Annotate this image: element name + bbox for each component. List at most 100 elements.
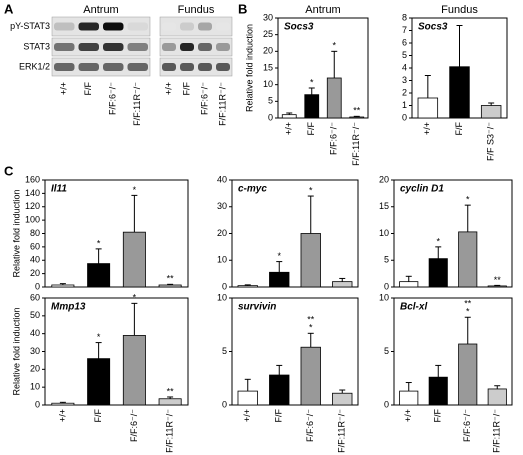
significance: * <box>310 77 314 87</box>
chart-title: Socs3 <box>418 22 448 33</box>
y-tick-label: 50 <box>30 310 40 320</box>
y-tick-label: 5 <box>222 346 227 356</box>
blot-group: Antrum <box>83 4 118 16</box>
significance: * <box>466 195 470 205</box>
y-tick-label: 20 <box>30 364 40 374</box>
y-tick-label: 20 <box>30 268 40 278</box>
bar <box>269 271 290 288</box>
chart-title: survivin <box>238 302 276 313</box>
panel-label: A <box>4 1 14 16</box>
y-tick-label: 10 <box>263 79 273 89</box>
bar <box>269 374 290 406</box>
y-tick-label: 15 <box>263 62 273 72</box>
blot-band <box>54 22 75 31</box>
bar <box>87 358 111 406</box>
bar <box>122 231 146 288</box>
y-tick-label: 0 <box>222 281 227 291</box>
bar <box>428 258 448 288</box>
x-tick-label: F/F <box>93 409 103 423</box>
plot-frame <box>44 179 189 288</box>
y-tick-label: 140 <box>25 188 40 198</box>
bar <box>458 231 478 288</box>
plot-frame <box>231 179 359 288</box>
x-tick-label: F/F S3⁻/⁻ <box>486 122 496 161</box>
blot-band <box>180 63 194 71</box>
y-tick-label: 6 <box>402 37 407 47</box>
bar <box>237 390 258 406</box>
y-tick-label: 40 <box>217 174 227 184</box>
y-tick-label: 0 <box>402 112 407 122</box>
blot-band <box>162 43 176 51</box>
bar <box>237 285 258 288</box>
bar <box>417 97 439 119</box>
bar <box>349 116 365 119</box>
bar <box>458 343 478 406</box>
bar <box>158 284 182 288</box>
blot-column-label: F/F <box>181 82 191 96</box>
blot-band <box>103 63 124 71</box>
y-tick-label: 80 <box>30 228 40 238</box>
plot-frame <box>277 17 369 119</box>
blot-strip <box>51 37 151 57</box>
y-axis-label: Relative fold induction <box>244 24 254 112</box>
y-tick-label: 5 <box>384 346 389 356</box>
y-tick-label: 5 <box>384 255 389 265</box>
blot-column-label: +/+ <box>59 82 69 95</box>
bar <box>87 263 111 288</box>
significance: * <box>309 185 313 195</box>
blot-strip <box>51 57 151 77</box>
y-tick-label: 8 <box>402 12 407 22</box>
x-tick-label: F/F:11R⁻/⁻ <box>351 122 361 166</box>
x-tick-label: +/+ <box>242 409 252 422</box>
blot-row-label: STAT3 <box>23 41 50 51</box>
blot-band <box>216 22 230 31</box>
significance: ** <box>464 299 472 309</box>
bar <box>51 402 75 406</box>
y-tick-label: 0 <box>384 399 389 409</box>
blot-band <box>198 22 212 31</box>
x-tick-label: F/F <box>433 409 443 423</box>
bar <box>332 281 353 288</box>
x-tick-label: F/F <box>274 409 284 423</box>
y-tick-label: 0 <box>222 399 227 409</box>
y-tick-label: 10 <box>379 228 389 238</box>
y-tick-label: 2 <box>402 87 407 97</box>
bar <box>51 284 75 288</box>
x-tick-label: F/F:6⁻/⁻ <box>329 122 339 155</box>
bar <box>449 66 470 119</box>
y-tick-label: 60 <box>30 241 40 251</box>
blot-group: Fundus <box>178 4 215 16</box>
x-tick-label: F/F:6⁻/⁻ <box>305 409 315 442</box>
bar <box>326 77 342 119</box>
blot-band <box>78 43 99 51</box>
chart-title: Il11 <box>51 184 67 195</box>
blot-band <box>78 22 99 31</box>
x-tick-label: +/+ <box>284 122 294 135</box>
blot-band <box>216 63 230 71</box>
significance: ** <box>353 106 361 116</box>
significance: * <box>277 251 281 261</box>
y-tick-label: 5 <box>402 50 407 60</box>
x-tick-label: F/F:11R⁻/⁻ <box>337 409 347 453</box>
bar <box>399 390 419 406</box>
blot-band <box>127 22 148 31</box>
x-tick-label: +/+ <box>403 409 413 422</box>
bar <box>428 376 448 406</box>
bar <box>487 388 507 406</box>
significance: * <box>332 41 336 51</box>
bar <box>300 233 321 288</box>
significance: * <box>309 323 313 333</box>
blot-band <box>198 63 212 71</box>
blot-band <box>216 43 230 51</box>
chart-title: cyclin D1 <box>400 184 444 195</box>
blot-band <box>78 63 99 71</box>
blot-column-label: F/F:6⁻/⁻ <box>199 82 209 115</box>
blot-band <box>54 43 75 51</box>
y-tick-label: 3 <box>402 75 407 85</box>
y-tick-label: 10 <box>379 292 389 302</box>
bar <box>281 114 297 119</box>
panel-label: B <box>238 1 247 16</box>
bar <box>122 335 146 406</box>
bar <box>300 346 321 406</box>
